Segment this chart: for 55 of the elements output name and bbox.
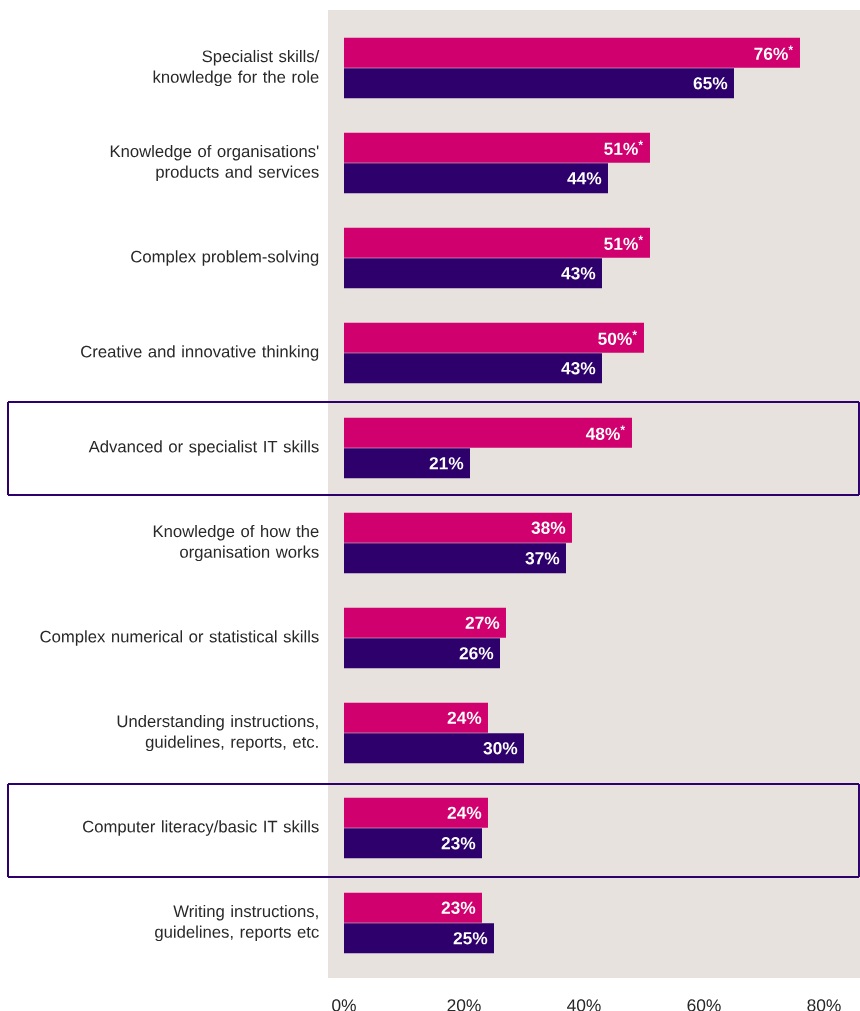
y-tick-label: Knowledge of how the organisation works xyxy=(153,524,319,562)
x-tick-label: 80% xyxy=(807,999,841,1011)
bar xyxy=(343,68,734,99)
bar xyxy=(343,37,800,68)
bar xyxy=(343,322,644,353)
y-tick-label: Complex numerical or statistical skills xyxy=(40,630,319,646)
data-label: 43% xyxy=(561,267,596,280)
y-tick-label: Specialist skills/ knowledge for the role xyxy=(153,49,320,87)
data-label: 25% xyxy=(453,932,488,945)
bar xyxy=(343,828,482,859)
x-tick-label: 20% xyxy=(447,999,481,1011)
y-tick-label: Writing instructions, guidelines, reports etc xyxy=(155,904,319,942)
data-label: 51%$^{*}$ xyxy=(604,140,644,155)
data-label: 43% xyxy=(561,362,596,375)
data-label: 65% xyxy=(693,77,728,90)
data-label: 51%$^{*}$ xyxy=(604,235,644,250)
data-label: 30% xyxy=(483,742,518,755)
data-label: 50%$^{*}$ xyxy=(598,330,638,345)
data-label: 26% xyxy=(459,647,494,660)
data-label: 37% xyxy=(525,552,560,565)
bar xyxy=(343,543,566,574)
bar xyxy=(343,892,482,923)
data-label: 27% xyxy=(465,616,500,629)
bar xyxy=(343,702,488,733)
bar xyxy=(343,132,650,163)
data-label: 48%$^{*}$ xyxy=(585,425,626,440)
y-tick-label: Understanding instructions, guidelines, reports, etc. xyxy=(117,714,318,752)
bar xyxy=(343,448,470,479)
x-tick-label: 60% xyxy=(687,999,721,1011)
data-label: 23% xyxy=(441,837,476,850)
data-label: 38% xyxy=(531,521,566,534)
y-tick-label: Complex problem-solving xyxy=(131,250,319,266)
bar xyxy=(343,512,572,543)
data-label: 24% xyxy=(447,806,482,819)
x-tick-label: 0% xyxy=(332,999,356,1011)
bar xyxy=(343,227,650,258)
bar xyxy=(343,923,494,954)
bar xyxy=(343,638,500,669)
bar xyxy=(343,258,602,289)
bar xyxy=(343,607,506,638)
x-tick-label: 40% xyxy=(567,999,601,1011)
y-tick-label: Computer literacy/basic IT skills xyxy=(83,820,319,836)
data-label: 24% xyxy=(447,711,482,724)
data-label: 76%$^{*}$ xyxy=(754,45,794,60)
y-tick-label: Creative and innovative thinking xyxy=(81,345,319,361)
data-label: 21% xyxy=(429,457,464,470)
bar xyxy=(343,353,602,384)
bar xyxy=(343,163,608,194)
data-label: 44% xyxy=(567,172,602,185)
y-tick-label: Advanced or specialist IT skills xyxy=(88,440,319,456)
bar xyxy=(343,417,632,448)
bar xyxy=(343,733,524,764)
data-label: 23% xyxy=(441,901,476,914)
bar xyxy=(343,797,488,828)
y-tick-label: Knowledge of organisations' products and services xyxy=(110,144,319,182)
